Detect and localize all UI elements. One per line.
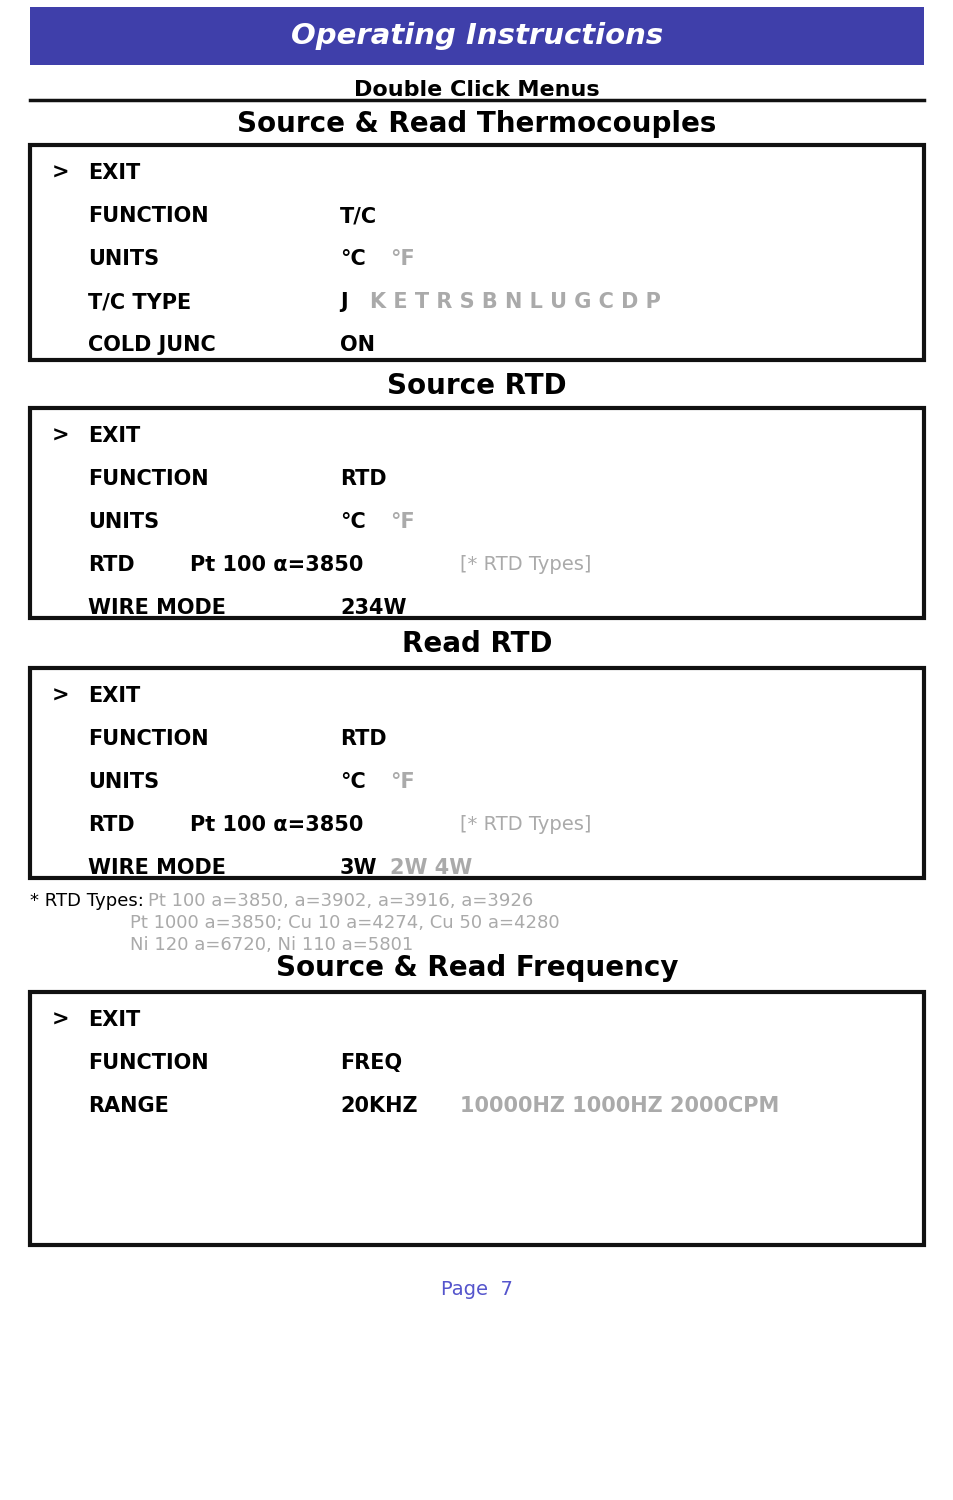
Text: >: >: [52, 164, 70, 183]
Text: ON: ON: [339, 334, 375, 356]
Text: Source RTD: Source RTD: [387, 372, 566, 400]
Text: FUNCTION: FUNCTION: [88, 729, 209, 748]
Text: °C: °C: [339, 772, 365, 792]
Text: Double Click Menus: Double Click Menus: [354, 80, 599, 100]
Text: RTD: RTD: [339, 470, 386, 489]
Text: Pt 100 α=3850: Pt 100 α=3850: [190, 815, 363, 836]
Text: FUNCTION: FUNCTION: [88, 470, 209, 489]
Text: 2W 4W: 2W 4W: [390, 858, 472, 877]
Text: Read RTD: Read RTD: [401, 630, 552, 658]
Text: Pt 100 a=3850, a=3902, a=3916, a=3926: Pt 100 a=3850, a=3902, a=3916, a=3926: [148, 892, 533, 910]
Text: Source & Read Frequency: Source & Read Frequency: [275, 954, 678, 982]
Text: EXIT: EXIT: [88, 1010, 140, 1031]
Text: UNITS: UNITS: [88, 249, 159, 268]
Text: 20KHZ: 20KHZ: [339, 1096, 417, 1116]
Text: [* RTD Types]: [* RTD Types]: [459, 815, 591, 834]
Text: T/C TYPE: T/C TYPE: [88, 292, 191, 312]
Text: J: J: [339, 292, 347, 312]
Text: Operating Instructions: Operating Instructions: [291, 22, 662, 50]
FancyBboxPatch shape: [30, 992, 923, 1245]
Text: T/C: T/C: [339, 206, 376, 226]
Text: Ni 120 a=6720, Ni 110 a=5801: Ni 120 a=6720, Ni 110 a=5801: [130, 936, 413, 954]
Text: 3W: 3W: [339, 858, 377, 877]
Text: EXIT: EXIT: [88, 164, 140, 183]
Text: °F: °F: [390, 249, 415, 268]
Text: >: >: [52, 686, 70, 706]
Text: >: >: [52, 426, 70, 445]
Text: °C: °C: [339, 249, 365, 268]
Text: RTD: RTD: [88, 555, 134, 574]
Text: RTD: RTD: [88, 815, 134, 836]
Text: FUNCTION: FUNCTION: [88, 1053, 209, 1072]
Text: * RTD Types:: * RTD Types:: [30, 892, 150, 910]
Text: K E T R S B N L U G C D P: K E T R S B N L U G C D P: [370, 292, 660, 312]
Text: Page  7: Page 7: [440, 1280, 513, 1299]
Text: WIRE MODE: WIRE MODE: [88, 598, 226, 618]
Text: [* RTD Types]: [* RTD Types]: [459, 555, 591, 574]
Text: >: >: [52, 1010, 70, 1031]
Text: EXIT: EXIT: [88, 426, 140, 445]
Bar: [30, 8, 923, 64]
Text: UNITS: UNITS: [88, 772, 159, 792]
Text: 234W: 234W: [339, 598, 406, 618]
Text: COLD JUNC: COLD JUNC: [88, 334, 215, 356]
Text: Pt 1000 a=3850; Cu 10 a=4274, Cu 50 a=4280: Pt 1000 a=3850; Cu 10 a=4274, Cu 50 a=42…: [130, 914, 559, 932]
FancyBboxPatch shape: [30, 408, 923, 618]
Text: WIRE MODE: WIRE MODE: [88, 858, 226, 877]
Text: FREQ: FREQ: [339, 1053, 402, 1072]
Text: °F: °F: [390, 772, 415, 792]
Text: Pt 100 α=3850: Pt 100 α=3850: [190, 555, 363, 574]
Text: Source & Read Thermocouples: Source & Read Thermocouples: [237, 110, 716, 138]
Text: RANGE: RANGE: [88, 1096, 169, 1116]
Text: °C: °C: [339, 512, 365, 532]
Text: RTD: RTD: [339, 729, 386, 748]
Text: °F: °F: [390, 512, 415, 532]
FancyBboxPatch shape: [30, 668, 923, 878]
Text: FUNCTION: FUNCTION: [88, 206, 209, 226]
Text: 10000HZ 1000HZ 2000CPM: 10000HZ 1000HZ 2000CPM: [459, 1096, 779, 1116]
Text: UNITS: UNITS: [88, 512, 159, 532]
Text: EXIT: EXIT: [88, 686, 140, 706]
FancyBboxPatch shape: [30, 146, 923, 360]
